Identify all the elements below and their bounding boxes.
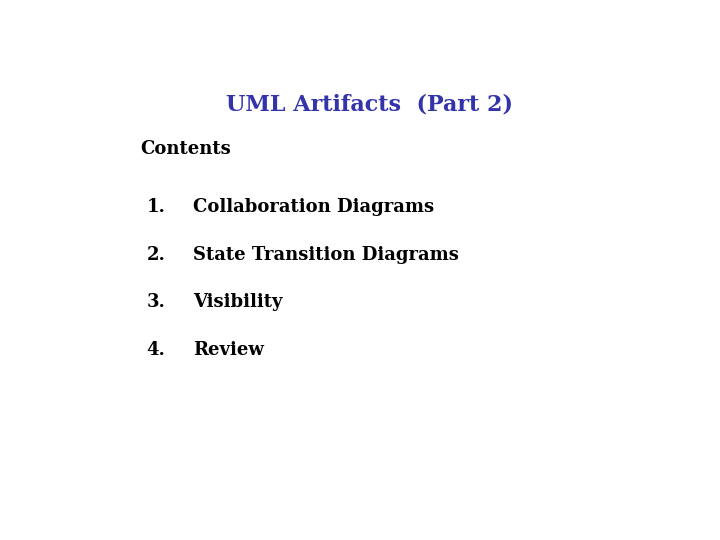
Text: 3.: 3.	[146, 293, 166, 312]
Text: 4.: 4.	[146, 341, 166, 359]
Text: Review: Review	[193, 341, 264, 359]
Text: Contents: Contents	[140, 140, 231, 158]
Text: 2.: 2.	[146, 246, 166, 264]
Text: Collaboration Diagrams: Collaboration Diagrams	[193, 198, 434, 216]
Text: State Transition Diagrams: State Transition Diagrams	[193, 246, 459, 264]
Text: UML Artifacts  (Part 2): UML Artifacts (Part 2)	[225, 94, 513, 116]
Text: Visibility: Visibility	[193, 293, 283, 312]
Text: 1.: 1.	[146, 198, 166, 216]
